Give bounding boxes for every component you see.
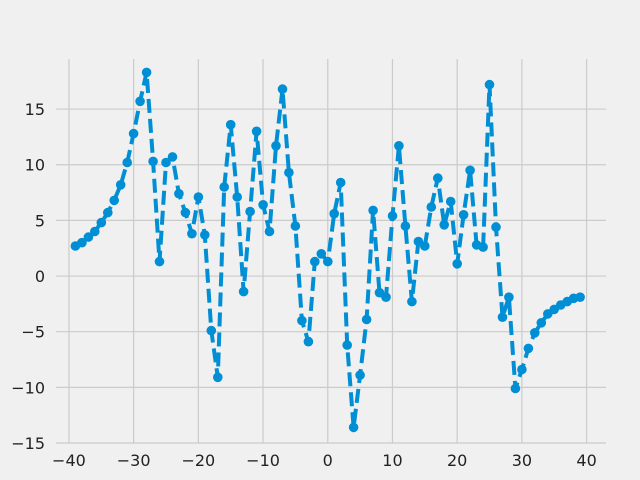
x-tick-label: 10	[382, 451, 402, 470]
data-point	[174, 188, 184, 199]
x-tick-label: 40	[576, 451, 596, 470]
y-tick-label: 5	[35, 211, 45, 230]
data-point	[407, 296, 417, 307]
data-point	[355, 370, 365, 380]
data-point	[206, 325, 217, 336]
data-point	[264, 226, 275, 237]
data-point	[290, 221, 301, 231]
y-tick-label: 10	[25, 156, 45, 175]
data-point	[426, 202, 437, 212]
data-point	[536, 318, 547, 328]
data-point	[154, 256, 165, 267]
data-point	[491, 222, 501, 232]
data-point	[232, 192, 242, 202]
data-point	[148, 156, 158, 167]
x-tick-label: 30	[512, 451, 532, 470]
data-point	[96, 217, 107, 228]
data-point	[381, 292, 391, 303]
data-series	[70, 67, 585, 433]
data-point	[465, 165, 475, 176]
x-tick-label: 20	[447, 451, 467, 470]
data-point	[342, 340, 353, 350]
data-point	[187, 228, 197, 239]
data-point	[128, 128, 139, 139]
data-point	[452, 259, 463, 269]
data-point	[400, 221, 411, 231]
data-point	[517, 364, 527, 375]
data-point	[167, 152, 178, 162]
x-axis-tick-labels: −40 −30 −20 −10 0 10 20 30 40	[52, 451, 597, 470]
data-point	[368, 205, 378, 216]
data-point	[103, 207, 113, 218]
data-point	[335, 177, 346, 188]
data-point	[361, 314, 372, 325]
y-tick-label: −15	[11, 434, 45, 453]
data-point	[329, 208, 340, 219]
data-point	[394, 141, 404, 151]
data-point	[420, 241, 430, 251]
data-point	[348, 422, 359, 433]
data-point	[115, 180, 126, 190]
data-point	[258, 200, 268, 210]
data-point	[523, 343, 534, 354]
data-point	[297, 315, 307, 326]
x-tick-label: −10	[246, 451, 280, 470]
data-point	[445, 196, 456, 207]
x-tick-label: 0	[323, 451, 333, 470]
data-point	[200, 230, 210, 240]
data-point	[303, 336, 314, 347]
data-point	[90, 226, 100, 237]
y-tick-label: −5	[21, 323, 45, 342]
data-point	[530, 328, 540, 338]
data-point	[284, 167, 294, 178]
data-point	[497, 312, 508, 323]
data-point	[458, 210, 469, 220]
data-point	[478, 242, 488, 252]
data-point	[271, 141, 281, 151]
data-point	[238, 286, 249, 297]
data-point	[323, 256, 333, 267]
data-point	[310, 256, 320, 267]
data-point	[245, 206, 255, 217]
data-point	[219, 182, 229, 192]
data-point	[251, 126, 262, 137]
data-point	[83, 232, 94, 242]
data-point	[225, 119, 236, 130]
data-point	[575, 292, 585, 303]
data-point	[387, 211, 398, 221]
data-point	[510, 383, 521, 394]
data-point	[180, 207, 191, 218]
data-point	[135, 96, 145, 107]
data-point	[316, 249, 327, 259]
data-point	[277, 84, 288, 94]
data-point	[77, 237, 87, 248]
data-point	[439, 220, 450, 230]
data-point	[141, 67, 152, 78]
data-point	[122, 157, 132, 168]
data-point	[504, 292, 514, 303]
y-tick-label: 0	[35, 267, 45, 286]
x-tick-label: −30	[117, 451, 151, 470]
x-tick-label: −40	[52, 451, 86, 470]
data-point	[433, 173, 443, 183]
data-point	[213, 372, 223, 383]
x-tick-label: −20	[181, 451, 215, 470]
data-point	[161, 157, 171, 168]
data-point	[109, 195, 119, 206]
data-point	[193, 192, 204, 202]
data-point	[484, 79, 495, 90]
y-tick-label: 15	[25, 100, 45, 119]
y-axis-tick-labels: −15 −10 −5 0 5 10 15	[11, 100, 45, 453]
y-tick-label: −10	[11, 378, 45, 397]
